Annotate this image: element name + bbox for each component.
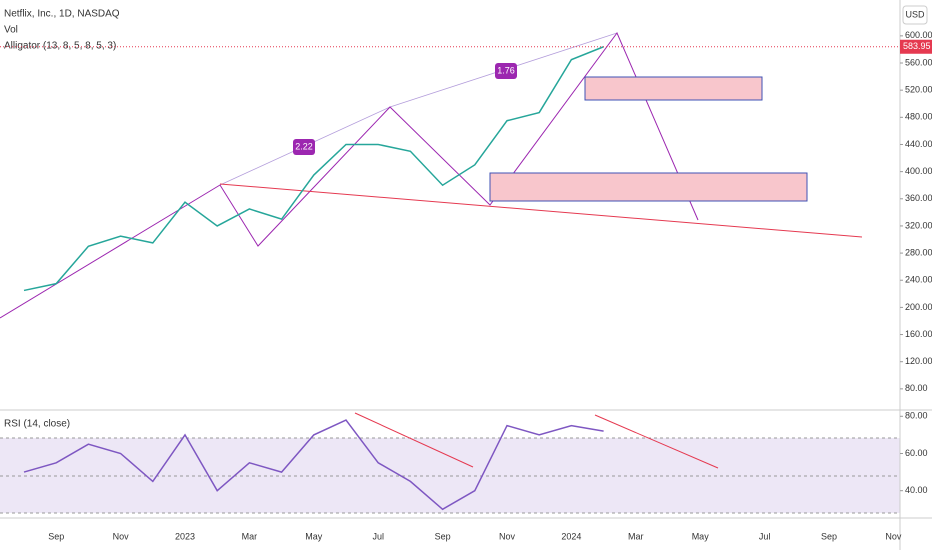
y-tick-label: 560.00 [905,57,932,67]
y-tick-label: 400.00 [905,166,932,176]
x-tick-label: Mar [242,531,258,541]
y-tick-label: 600.00 [905,30,932,40]
x-tick-label: May [305,531,323,541]
annotation-box [293,139,315,155]
annotation-box [495,63,517,79]
x-tick-label: Sep [821,531,837,541]
zone [584,76,763,101]
y2-tick-label: 40.00 [905,485,928,495]
y-tick-label: 80.00 [905,383,928,393]
series-line [23,419,604,511]
y-tick-label: 320.00 [905,220,932,230]
currency[interactable]: USD [905,9,925,19]
currency-button[interactable] [902,5,928,25]
x-tick-label: 2024 [561,531,581,541]
x-tick-label: Nov [885,531,902,541]
x-tick-label: Jul [372,531,384,541]
last-price-box [900,39,932,54]
y-tick-label: 280.00 [905,247,932,257]
pattern-line [0,32,699,319]
rsi-trend [354,412,474,468]
x-tick-label: Jul [759,531,771,541]
vol-label: Vol [4,25,18,36]
x-tick-label: May [692,531,710,541]
rsi-trend [594,414,719,469]
x-tick-label: Sep [48,531,64,541]
series-line [23,46,604,292]
rsi-label: RSI (14, close) [4,419,70,430]
x-tick-label: Nov [499,531,516,541]
annotation: 2.22 [295,141,313,151]
symbol: Netflix, Inc., 1D, NASDAQ [4,9,120,20]
annotation: 1.76 [497,65,515,75]
y-tick-label: 480.00 [905,112,932,122]
x-tick-label: Sep [435,531,451,541]
y-tick-label: 160.00 [905,329,932,339]
y2-tick-label: 60.00 [905,448,928,458]
y-tick-label: 240.00 [905,275,932,285]
y-tick-label: 200.00 [905,302,932,312]
zone [489,172,808,202]
y2-tick-label: 80.00 [905,411,928,421]
y-tick-label: 120.00 [905,356,932,366]
x-tick-label: Mar [628,531,644,541]
trend-line [219,183,863,238]
x-tick-label: 2023 [175,531,195,541]
y-tick-label: 440.00 [905,139,932,149]
last-price: 583.95 [903,41,931,51]
y-tick-label: 360.00 [905,193,932,203]
alligator-label: Alligator (13, 8, 5, 8, 5, 3) [4,41,116,52]
y-tick-label: 520.00 [905,85,932,95]
x-tick-label: Nov [113,531,130,541]
